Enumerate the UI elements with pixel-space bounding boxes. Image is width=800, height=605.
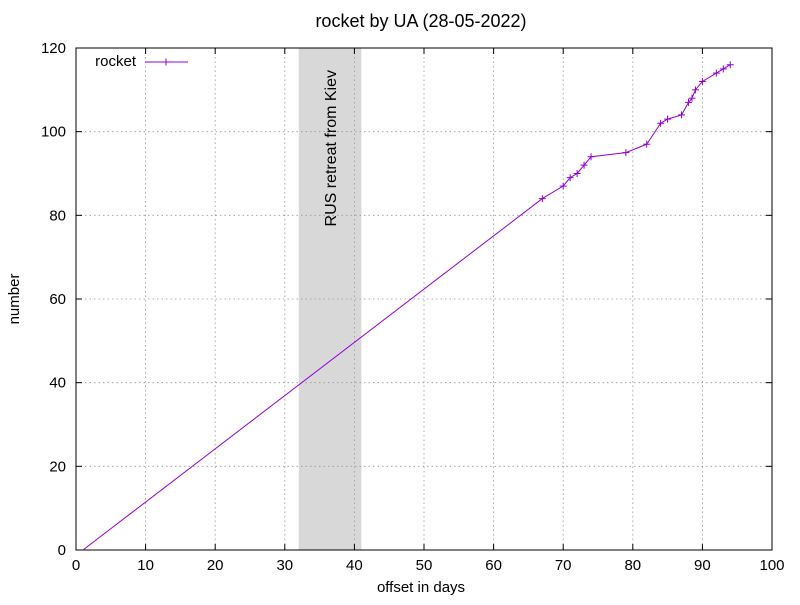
y-tick-label: 120	[41, 40, 66, 57]
data-point	[684, 98, 692, 106]
x-tick-label: 50	[416, 557, 433, 574]
data-point	[580, 161, 588, 169]
series-layer	[82, 61, 734, 551]
x-tick-label: 80	[624, 557, 641, 574]
data-point	[566, 174, 574, 182]
x-tick-label: 0	[72, 557, 80, 574]
data-point	[559, 182, 567, 190]
data-point	[726, 61, 734, 69]
x-tick-label: 70	[555, 557, 572, 574]
legend: rocket	[95, 53, 188, 70]
tick-layer: 0 10 20 30 40 50 60 70 80 90 100 0 20 40 60 80 100 120	[41, 40, 785, 574]
data-point	[688, 94, 696, 102]
data-point	[664, 115, 672, 123]
y-tick-label: 40	[49, 375, 66, 392]
y-tick-label: 20	[49, 458, 66, 475]
x-tick-label: 60	[485, 557, 502, 574]
data-point	[587, 153, 595, 161]
y-tick-label: 60	[49, 291, 66, 308]
x-axis-label: offset in days	[377, 579, 465, 596]
y-tick-label: 0	[58, 542, 66, 559]
grid-layer	[76, 48, 772, 550]
data-point	[622, 149, 630, 157]
data-point	[691, 86, 699, 94]
x-tick-label: 20	[207, 557, 224, 574]
y-tick-label: 80	[49, 207, 66, 224]
data-point	[678, 111, 686, 119]
annotation-text: RUS retreat from Kiev	[323, 70, 340, 226]
x-tick-label: 10	[137, 557, 154, 574]
data-point	[712, 69, 720, 77]
x-tick-label: 30	[276, 557, 293, 574]
data-point	[573, 170, 581, 177]
data-point	[643, 140, 651, 148]
legend-label: rocket	[95, 53, 137, 70]
legend-marker	[162, 58, 170, 66]
data-point	[698, 77, 706, 85]
data-point	[657, 119, 665, 127]
y-tick-label: 100	[41, 124, 66, 141]
chart-title: rocket by UA (28-05-2022)	[315, 11, 526, 31]
data-point	[538, 195, 546, 203]
y-axis-label: number	[6, 274, 23, 325]
plot-frame	[75, 47, 773, 551]
x-tick-label: 90	[694, 557, 711, 574]
data-point	[719, 65, 727, 73]
x-tick-label: 40	[346, 557, 363, 574]
x-tick-label: 100	[759, 557, 784, 574]
